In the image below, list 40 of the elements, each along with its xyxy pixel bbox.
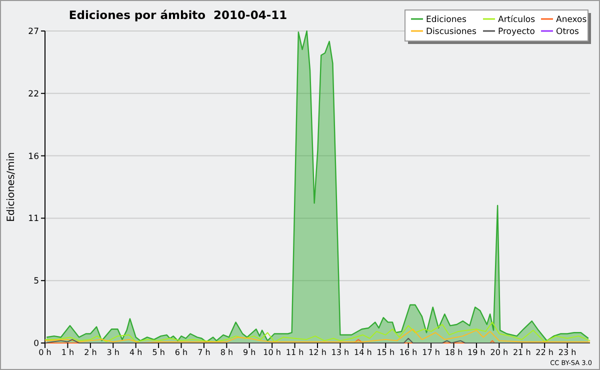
x-tick-label: 8 h (220, 348, 234, 357)
x-tick-label: 21 h (512, 348, 531, 357)
y-tick-label: 27 (28, 26, 39, 37)
legend-label: Otros (556, 26, 580, 37)
y-tick-label: 16 (28, 152, 39, 162)
legend-label: Artículos (498, 14, 536, 25)
x-tick-label: 18 h (444, 348, 463, 357)
x-tick-label: 9 h (243, 348, 256, 357)
x-tick-label: 23 h (558, 348, 576, 357)
x-tick-label: 0 h (38, 348, 52, 357)
y-tick-label: 22 (28, 89, 39, 100)
x-tick-label: 7 h (198, 348, 210, 357)
x-tick-label: 6 h (174, 348, 188, 357)
x-tick-label: 2 h (84, 348, 97, 357)
legend-label: Anexos (556, 14, 588, 25)
x-tick-label: 20 h (490, 348, 508, 357)
x-tick-label: 12 h (308, 348, 326, 357)
x-tick-label: 11 h (286, 348, 304, 357)
x-tick-label: 19 h (468, 348, 486, 357)
legend-label: Proyecto (498, 26, 535, 37)
legend-label: Ediciones (426, 14, 467, 25)
chart-title: Ediciones por ámbito 2010-04-11 (68, 8, 288, 22)
x-tick-label: 10 h (263, 348, 281, 357)
y-tick-label: 11 (28, 214, 39, 224)
legend-label: Discusiones (426, 26, 478, 37)
x-tick-label: 4 h (129, 348, 142, 357)
x-tick-label: 13 h (331, 348, 350, 357)
x-tick-label: 3 h (106, 348, 120, 357)
x-tick-label: 5 h (152, 348, 165, 357)
y-tick-label: 0 (34, 338, 39, 349)
y-axis-title: Ediciones/min (6, 152, 17, 222)
line-series (44, 328, 590, 344)
x-tick-label: 16 h (399, 348, 418, 357)
x-tick-label: 1 h (61, 348, 74, 357)
x-tick-label: 22 h (536, 348, 554, 357)
x-tick-label: 17 h (422, 348, 440, 357)
y-tick-label: 5 (34, 276, 39, 287)
x-tick-label: 15 h (376, 348, 395, 357)
line-series (44, 322, 590, 342)
x-tick-label: 14 h (354, 348, 372, 357)
